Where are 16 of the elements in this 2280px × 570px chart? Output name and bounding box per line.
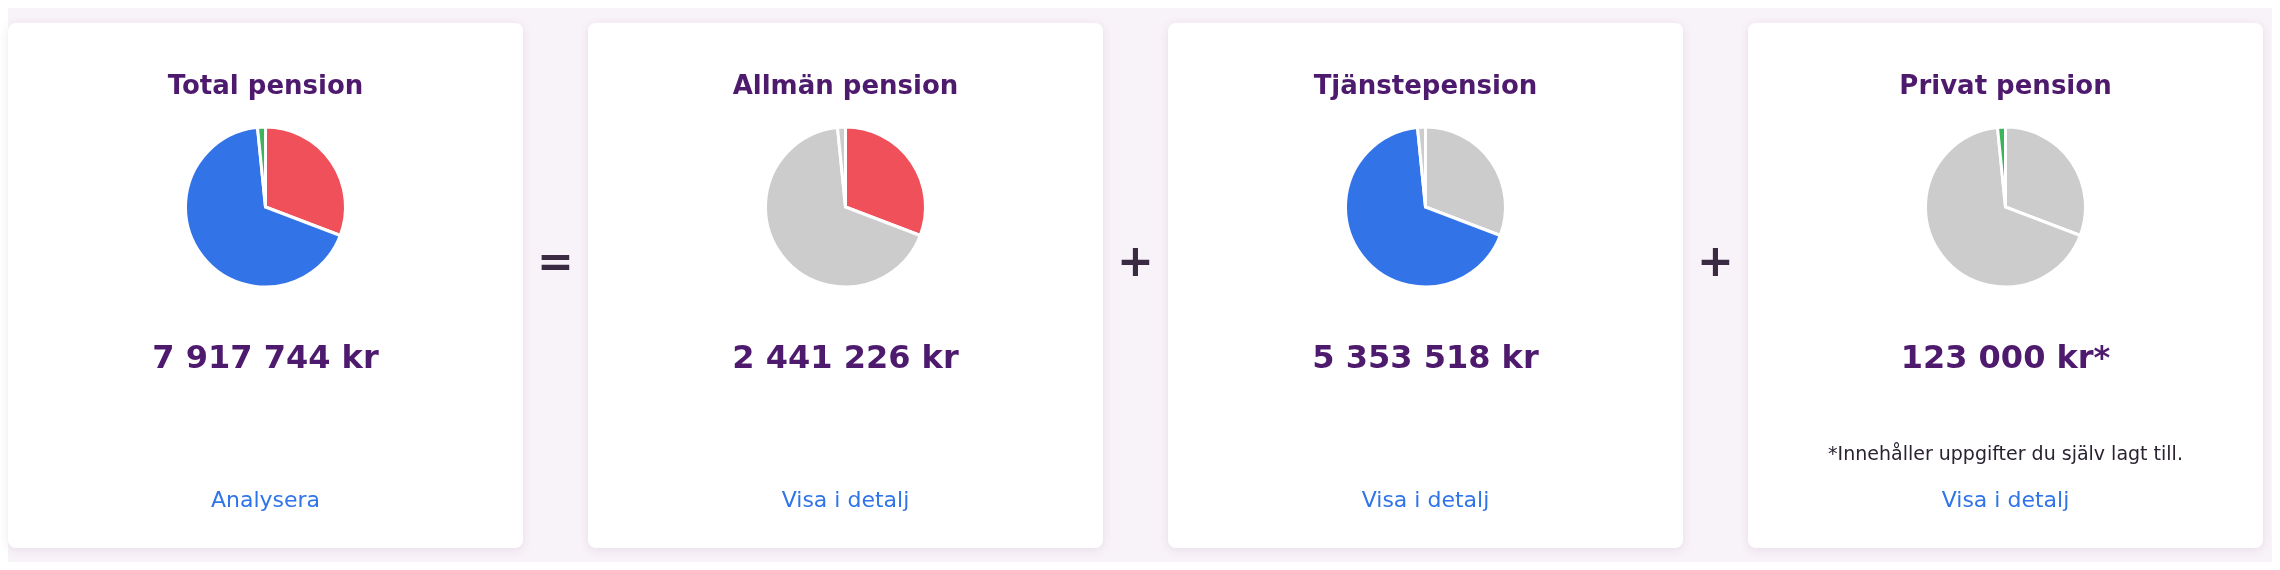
text: 123 000 kr* [1900,337,2111,376]
text: + [1117,234,1154,286]
text: *Innehåller uppgifter du själv lagt till. [1828,441,2183,463]
text: 2 441 226 kr [732,337,959,376]
text: = [537,234,574,286]
chart-title: Allmän pension [732,69,959,100]
chart-title: Privat pension [1899,69,2112,100]
chart-title: Tjänstepension [1313,69,1538,100]
chart-title: Total pension [167,69,364,100]
text: Visa i detalj [781,486,910,511]
text: Visa i detalj [1941,486,2070,511]
text: Analysera [210,486,321,511]
text: 5 353 518 kr [1312,337,1539,376]
text: 7 917 744 kr [152,337,379,376]
text: Visa i detalj [1361,486,1490,511]
text: + [1697,234,1734,286]
